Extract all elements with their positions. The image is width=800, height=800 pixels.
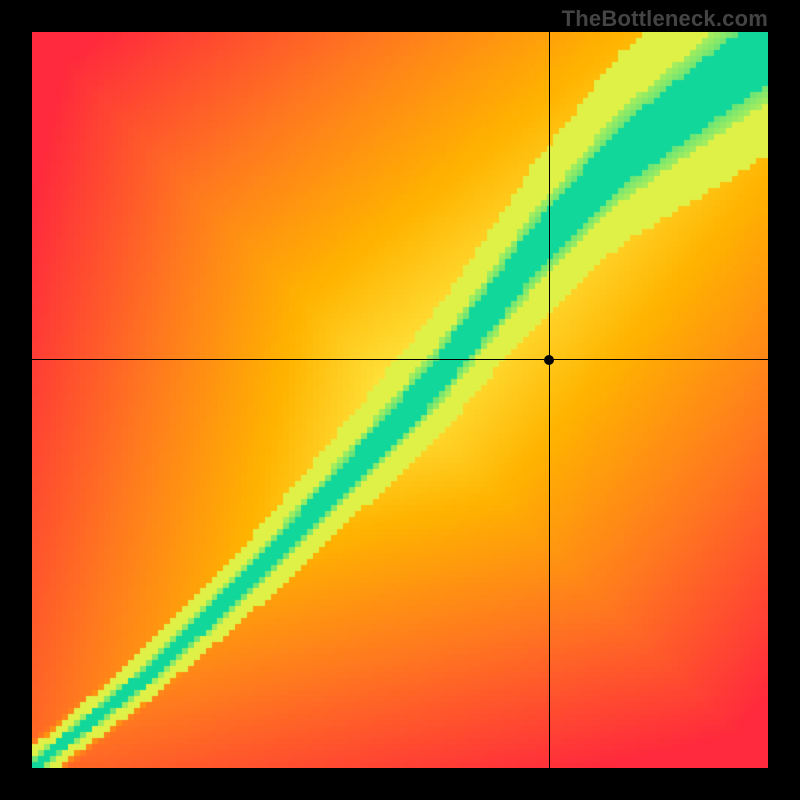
bottleneck-heatmap [32,32,768,768]
watermark-text: TheBottleneck.com [562,6,768,32]
crosshair-horizontal [32,359,768,360]
crosshair-vertical [549,32,550,768]
marker-dot [544,355,554,365]
plot-area [32,32,768,768]
